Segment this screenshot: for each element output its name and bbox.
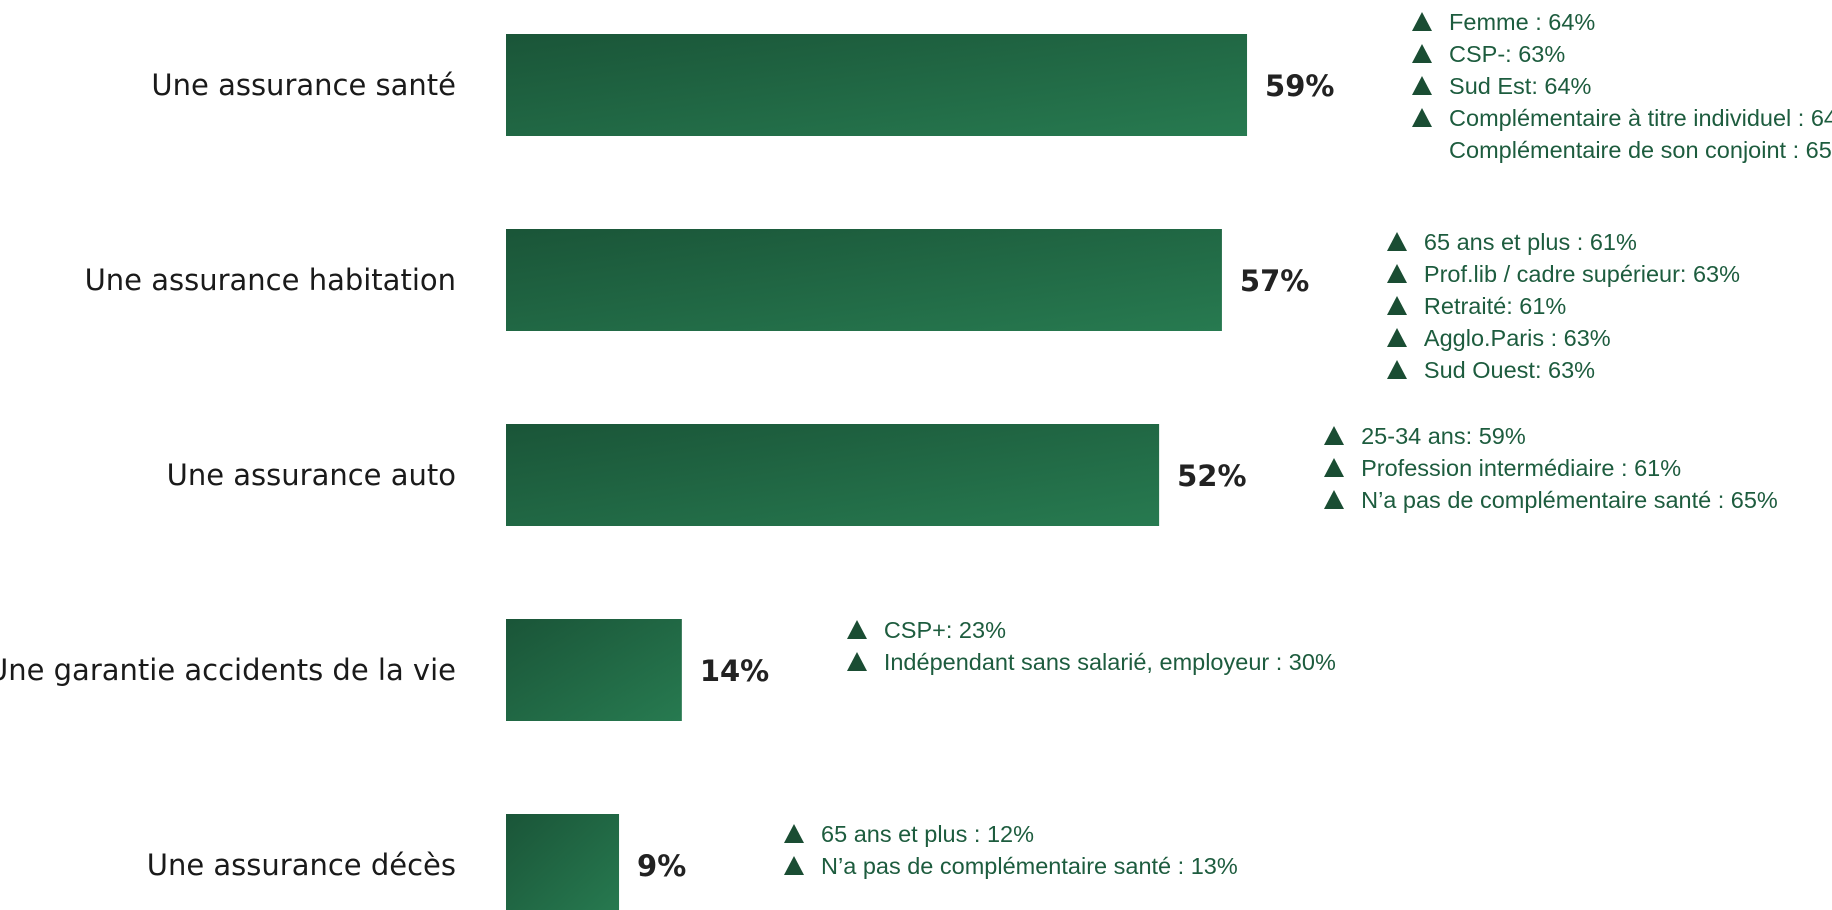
annotation-line: N’a pas de complémentaire santé : 13% — [784, 850, 1238, 882]
triangle-up-icon — [1412, 12, 1433, 31]
category-label: Une garantie accidents de la vie — [0, 653, 456, 687]
value-label: 57% — [1240, 264, 1309, 298]
triangle-up-icon — [1386, 360, 1407, 379]
annotation-block: 65 ans et plus : 12% N’a pas de complémen… — [784, 818, 1238, 882]
annotation-line: Complémentaire à titre individuel : 64% … — [1412, 102, 1832, 134]
annotation-block: 25-34 ans: 59% Profession intermédiaire :… — [1324, 420, 1778, 516]
annotation-line: Profession intermédiaire : 61% — [1324, 452, 1778, 484]
bar — [506, 34, 1248, 136]
annotation-line: Agglo.Paris : 63% — [1386, 322, 1740, 354]
triangle-up-icon — [1386, 232, 1407, 251]
value-label: 52% — [1177, 459, 1246, 493]
annotation-text: 65 ans et plus : 12% — [821, 821, 1034, 847]
annotation-line: CSP+: 23% — [846, 614, 1336, 646]
annotation-text: Prof.lib / cadre supérieur: 63% — [1423, 261, 1741, 287]
annotation-block: 65 ans et plus : 61% Prof.lib / cadre sup… — [1386, 226, 1741, 386]
triangle-up-icon — [1324, 458, 1345, 477]
triangle-up-icon — [1386, 264, 1407, 283]
annotation-text: CSP-: 63% — [1449, 41, 1566, 67]
category-label: Une assurance habitation — [85, 263, 456, 297]
triangle-up-icon — [1386, 328, 1407, 347]
annotation-line: Indépendant sans salarié, employeur : 30… — [846, 646, 1336, 678]
annotation-line: N’a pas de complémentaire santé : 65% — [1324, 484, 1778, 516]
annotation-text: CSP+: 23% — [883, 617, 1006, 643]
triangle-up-icon — [1324, 490, 1345, 509]
annotation-line: 25-34 ans: 59% — [1324, 420, 1778, 452]
annotation-line: CSP-: 63% — [1412, 38, 1832, 70]
annotation-text: Sud Ouest: 63% — [1423, 357, 1596, 383]
annotation-line: 65 ans et plus : 61% — [1386, 226, 1740, 258]
annotation-line: Sud Est: 64% — [1412, 70, 1832, 102]
annotation-line: Sud Ouest: 63% — [1386, 354, 1740, 386]
annotation-text: 65 ans et plus : 61% — [1423, 229, 1637, 255]
triangle-up-icon — [1386, 296, 1407, 315]
annotation-line: Retraité: 61% — [1386, 290, 1740, 322]
annotation-text: Complémentaire à titre individuel : 64% … — [1449, 105, 1832, 131]
annotation-text: 25-34 ans: 59% — [1361, 423, 1526, 449]
triangle-up-icon — [784, 824, 805, 843]
annotation-text: N’a pas de complémentaire santé : 13% — [821, 853, 1238, 879]
category-label: Une assurance décès — [147, 848, 456, 882]
annotation-block: CSP+: 23% Indépendant sans salarié, emplo… — [846, 614, 1336, 678]
bar — [506, 814, 620, 910]
triangle-up-icon — [1412, 76, 1433, 95]
category-label: Une assurance auto — [167, 458, 456, 492]
value-label: 14% — [700, 654, 769, 688]
triangle-up-icon — [1324, 426, 1345, 445]
bar — [506, 619, 682, 721]
annotation-block: Femme : 64% CSP-: 63% Sud Est: 64% Compléme… — [1412, 6, 1832, 166]
annotation-line: Femme : 64% — [1412, 6, 1832, 38]
triangle-up-icon — [1412, 140, 1432, 159]
triangle-up-icon — [846, 620, 867, 639]
triangle-up-icon — [846, 652, 867, 671]
value-label: 59% — [1265, 69, 1334, 103]
annotation-line: Complémentaire de son conjoint : 65% — [1412, 134, 1832, 166]
triangle-up-icon — [784, 856, 805, 875]
annotation-text: Femme : 64% — [1449, 9, 1596, 35]
triangle-up-icon — [1412, 44, 1433, 63]
annotation-text: Agglo.Paris : 63% — [1423, 325, 1611, 351]
annotation-text: Retraité: 61% — [1423, 293, 1567, 319]
triangle-up-icon — [1412, 108, 1433, 127]
annotation-line: 65 ans et plus : 12% — [784, 818, 1238, 850]
bar — [506, 424, 1160, 526]
annotation-line: Prof.lib / cadre supérieur: 63% — [1386, 258, 1741, 290]
annotation-text: Complémentaire de son conjoint : 65% — [1449, 137, 1832, 163]
annotation-text: Indépendant sans salarié, employeur : 30… — [883, 649, 1336, 675]
bar — [506, 229, 1222, 331]
annotation-text: Profession intermédiaire : 61% — [1361, 455, 1682, 481]
category-label: Une assurance santé — [151, 68, 456, 102]
annotation-text: Sud Est: 64% — [1449, 73, 1592, 99]
annotation-text: N’a pas de complémentaire santé : 65% — [1361, 487, 1778, 513]
value-label: 9% — [637, 849, 686, 883]
